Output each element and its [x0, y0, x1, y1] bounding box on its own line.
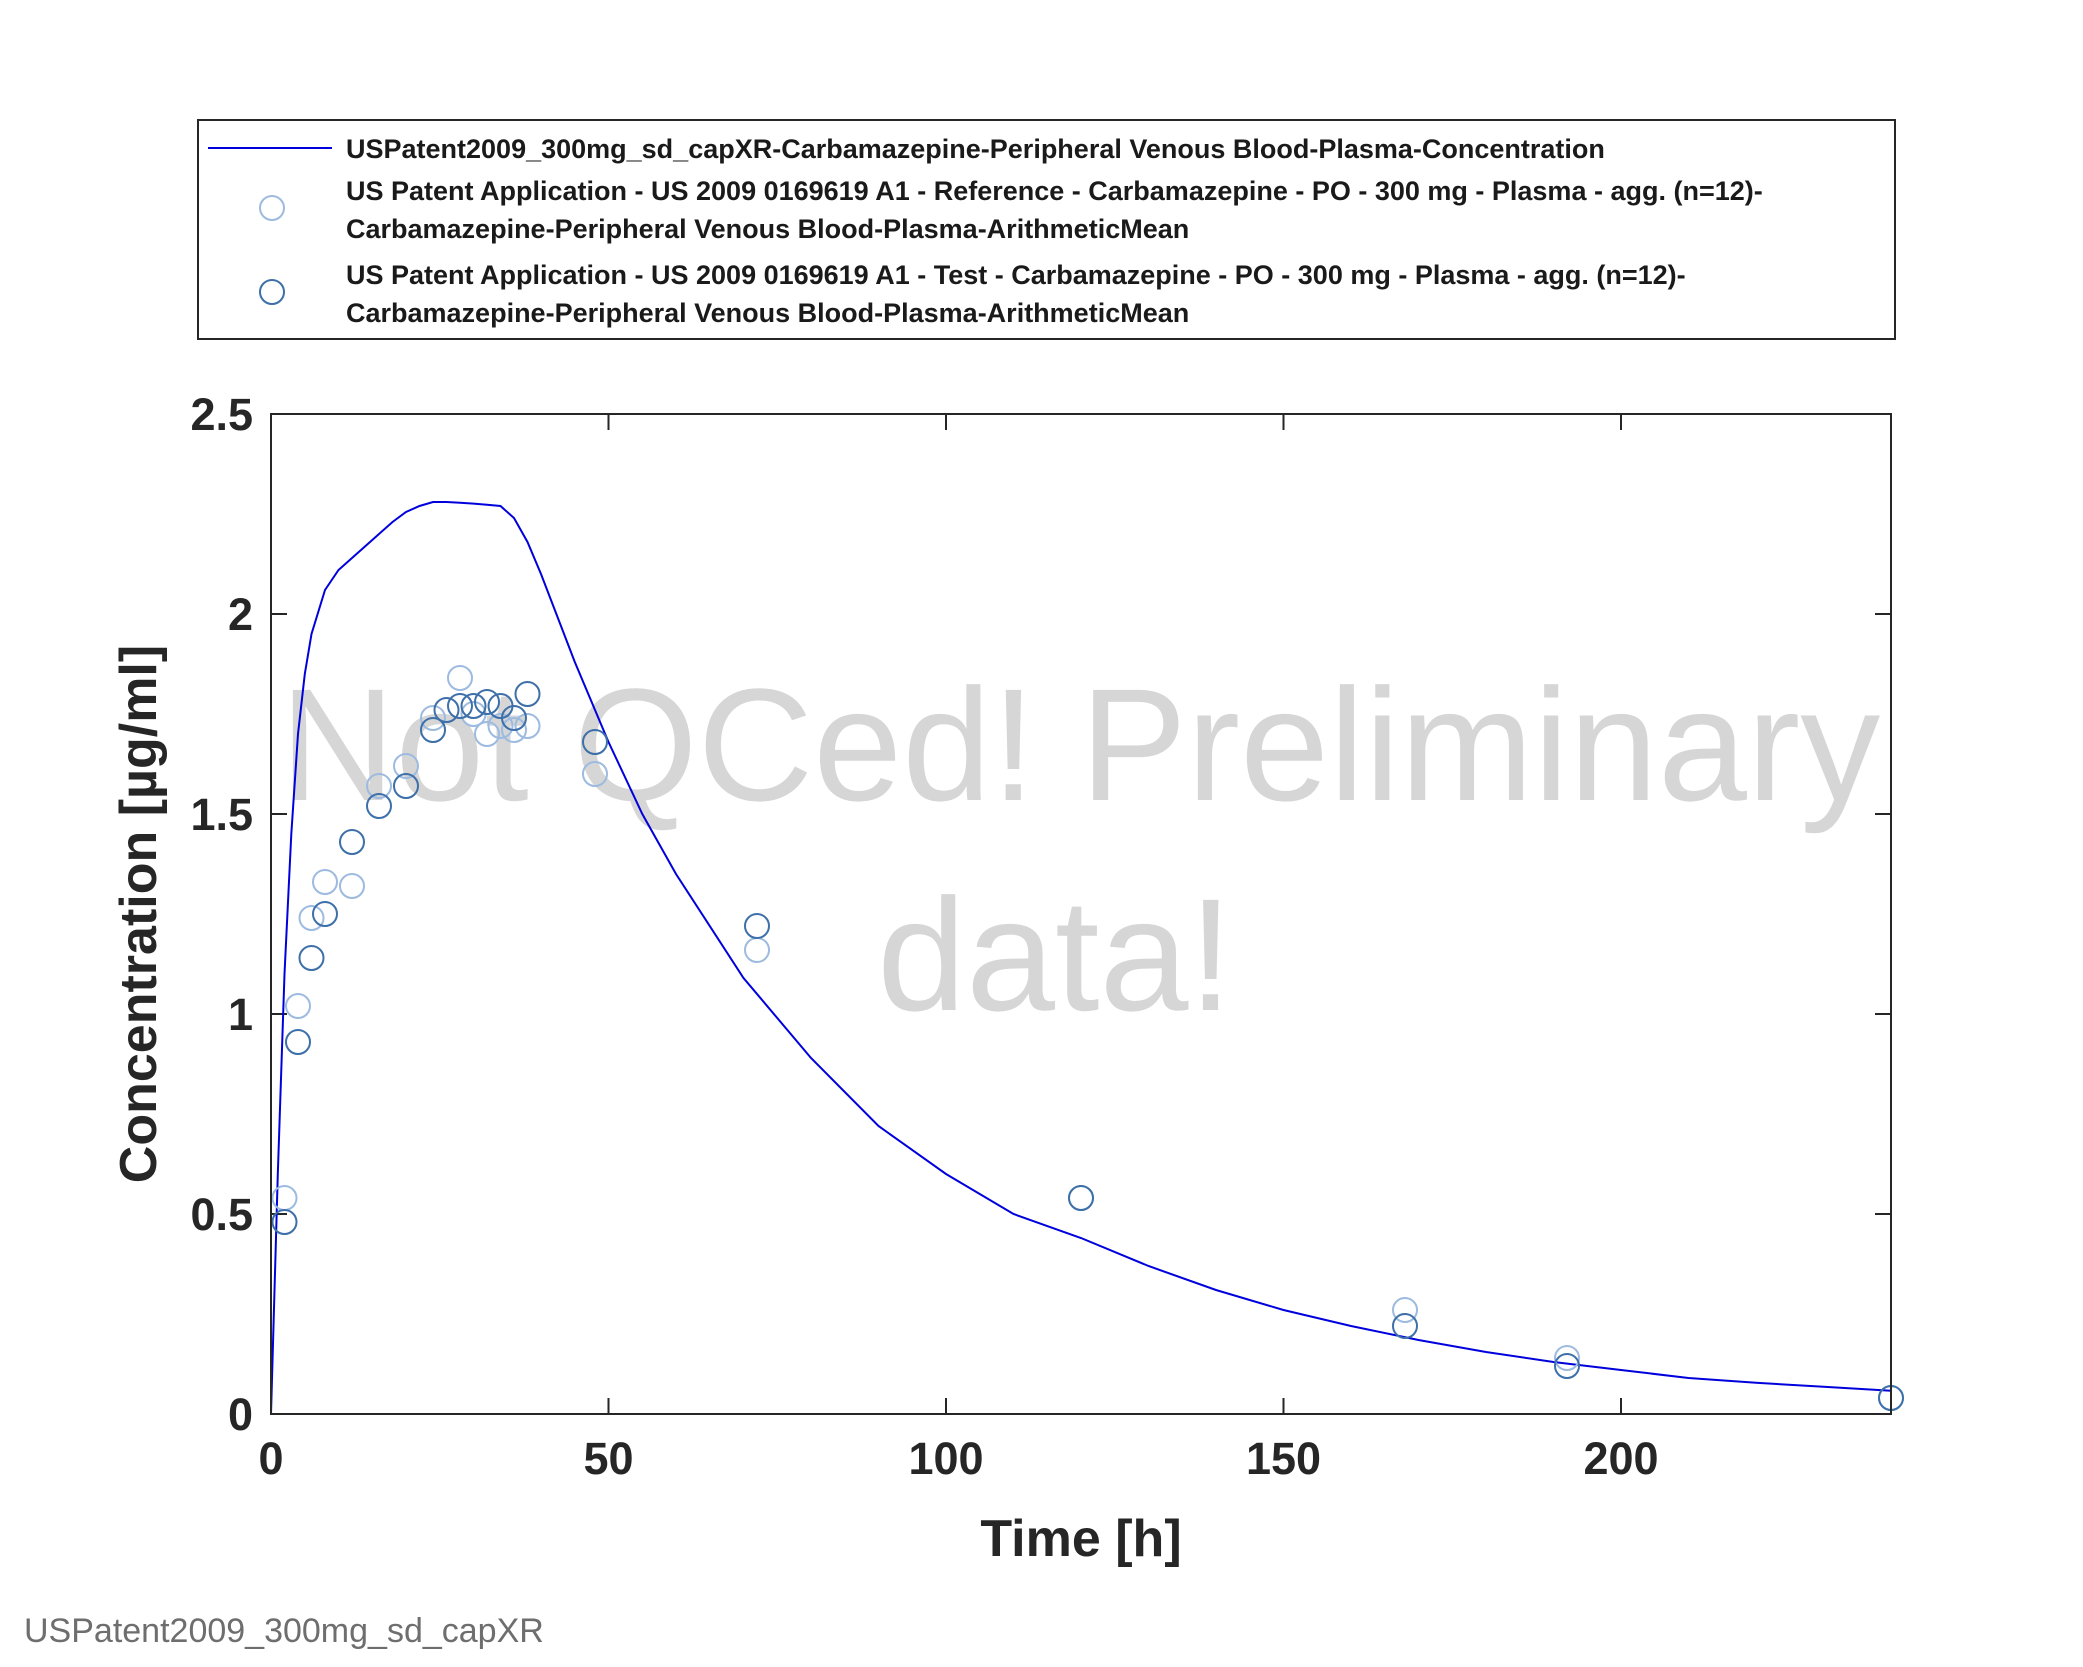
test-marker	[298, 945, 325, 971]
test-marker	[433, 697, 460, 723]
legend-label-reference-line-1: US Patent Application - US 2009 0169619 …	[346, 176, 1763, 206]
reference-marker	[393, 753, 419, 779]
test-marker	[339, 829, 365, 855]
test-marker	[514, 681, 541, 707]
legend-label-test-line-2: Carbamazepine-Peripheral Venous Blood-Pl…	[346, 298, 1189, 328]
reference-marker	[501, 717, 527, 743]
y-tick-label: 0.5	[190, 1189, 253, 1240]
legend: USPatent2009_300mg_sd_capXR-Carbamazepin…	[197, 119, 1896, 340]
y-tick-label: 2.5	[190, 389, 253, 440]
axes-box	[270, 413, 1892, 1415]
y-tick-label: 2	[228, 589, 253, 640]
x-axis-title: Time [h]	[980, 1510, 1181, 1568]
x-tick-label: 100	[908, 1433, 983, 1484]
y-axis-title: Concentration [µg/ml]	[110, 645, 168, 1183]
test-marker	[393, 773, 419, 799]
test-marker	[1068, 1185, 1094, 1211]
plot-area	[271, 414, 1891, 1414]
footer-label: USPatent2009_300mg_sd_capXR	[24, 1612, 544, 1650]
y-tick-label: 1.5	[190, 789, 253, 840]
watermark-line-1: Not QCed! Preliminary	[280, 655, 1880, 834]
reference-marker	[339, 873, 365, 899]
test-marker	[744, 913, 770, 939]
x-tick-label: 150	[1246, 1433, 1321, 1484]
x-tick-label: 0	[258, 1433, 283, 1484]
x-tick-label: 50	[583, 1433, 633, 1484]
series-layer	[270, 501, 1904, 1415]
test-marker	[474, 689, 500, 715]
reference-marker	[312, 869, 338, 895]
reference-marker	[285, 993, 311, 1019]
legend-marker-test	[259, 279, 285, 305]
test-marker	[501, 705, 527, 731]
y-tick-label: 0	[228, 1389, 253, 1440]
reference-marker	[420, 705, 446, 731]
tick-labels: 0 50 100 150 200 0 0.5 1 1.5 2 2.5	[190, 389, 1658, 1484]
reference-marker	[447, 665, 473, 691]
test-marker	[447, 693, 473, 719]
reference-marker	[582, 761, 608, 787]
reference-marker	[1554, 1345, 1580, 1371]
test-marker	[312, 901, 338, 927]
test-marker	[285, 1029, 311, 1055]
test-marker	[460, 693, 487, 719]
x-tick-label: 200	[1583, 1433, 1658, 1484]
test-marker	[582, 729, 608, 755]
legend-box	[197, 119, 1896, 340]
legend-label-reference-line-2: Carbamazepine-Peripheral Venous Blood-Pl…	[346, 214, 1189, 244]
reference-marker	[298, 905, 325, 931]
watermark-line-2: data!	[877, 865, 1233, 1044]
legend-label-test-line-1: US Patent Application - US 2009 0169619 …	[346, 260, 1686, 290]
test-marker	[366, 793, 392, 819]
reference-marker	[366, 773, 392, 799]
test-marker	[1392, 1313, 1418, 1339]
test-marker	[1554, 1353, 1580, 1379]
y-tick-label: 1	[228, 989, 253, 1040]
reference-marker	[514, 713, 541, 739]
reference-marker	[474, 721, 500, 747]
watermark: Not QCed! Preliminary data!	[280, 655, 1880, 1044]
reference-marker	[1392, 1297, 1418, 1323]
reference-marker	[487, 713, 514, 739]
test-marker	[420, 717, 446, 743]
test-marker	[271, 1209, 298, 1235]
legend-label-simulation: USPatent2009_300mg_sd_capXR-Carbamazepin…	[346, 134, 1605, 164]
simulation-line	[270, 501, 1892, 1415]
legend-marker-reference	[259, 195, 285, 221]
